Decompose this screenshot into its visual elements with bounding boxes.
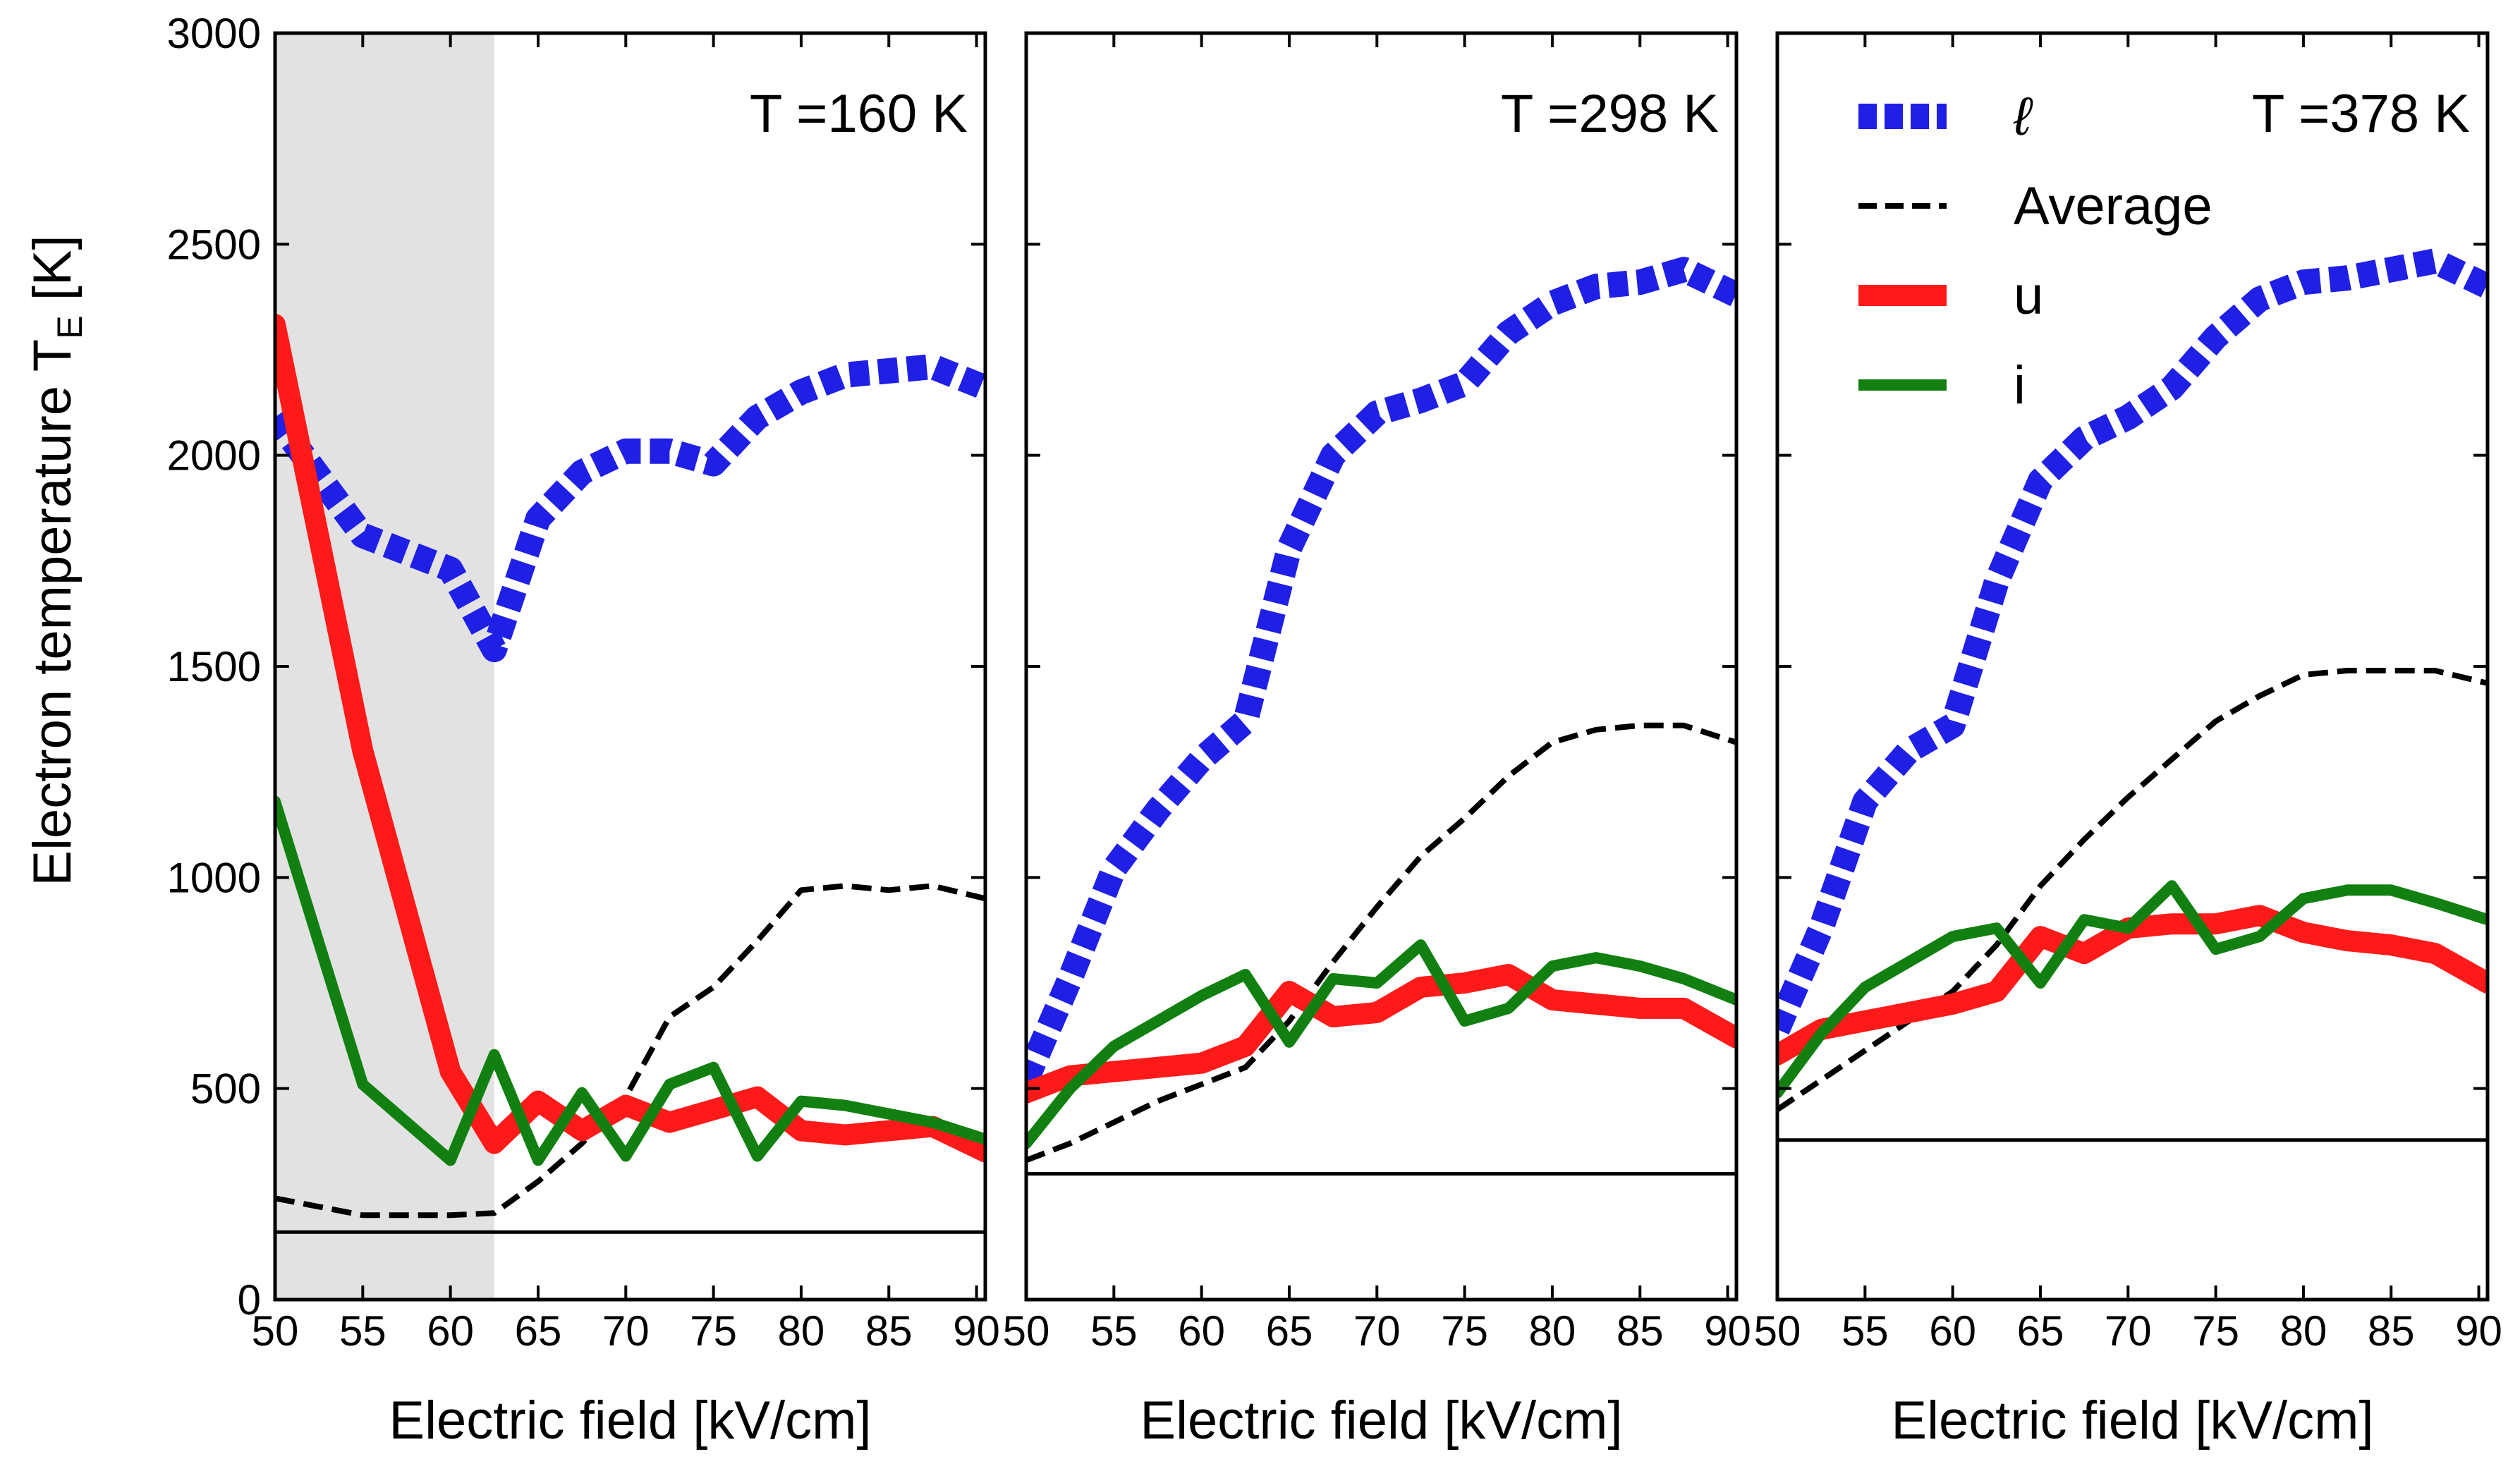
series-line-u — [275, 314, 985, 1163]
y-axis-label: Electron temperature TE [K] — [23, 235, 90, 886]
x-tick-label: 65 — [515, 1307, 562, 1355]
x-tick-label: 55 — [1090, 1307, 1138, 1355]
x-tick-label: 85 — [1617, 1307, 1664, 1355]
legend-label-l: ℓ — [2013, 87, 2033, 147]
x-tick-label: 60 — [1178, 1307, 1225, 1355]
x-tick-label: 70 — [602, 1307, 650, 1355]
x-tick-label: 50 — [252, 1307, 299, 1355]
x-tick-label: 65 — [1266, 1307, 1313, 1355]
series-line-i — [1777, 880, 2488, 1099]
x-tick-label: 90 — [1704, 1307, 1751, 1355]
x-tick-label: 55 — [339, 1307, 386, 1355]
x-tick-label: 75 — [1441, 1307, 1488, 1355]
y-tick-label: 0 — [238, 1276, 261, 1324]
x-tick-label: 90 — [953, 1307, 1000, 1355]
legend-entry-u: u — [1858, 266, 2043, 326]
legend-entry-average: Average — [1858, 176, 2212, 236]
x-tick-label: 50 — [1754, 1307, 1801, 1355]
x-tick-label: 60 — [1929, 1307, 1976, 1355]
legend-label-i: i — [2014, 355, 2026, 415]
x-tick-label: 80 — [778, 1307, 825, 1355]
x-tick-label: 65 — [2017, 1307, 2064, 1355]
plot-area — [275, 33, 985, 1300]
x-tick-label: 70 — [2105, 1307, 2152, 1355]
x-tick-label: 50 — [1003, 1307, 1050, 1355]
y-axis-label-subscript: E — [50, 315, 90, 338]
panel-title: T =298 K — [1501, 84, 1719, 144]
series-line-average — [1777, 668, 2488, 1112]
panels-group: 50 55 60 65 70 75 80 85 90 0 500 1000 1500 2000 2500 30… — [167, 10, 2502, 1450]
legend-label-u: u — [2014, 266, 2043, 326]
y-tick-label: 2500 — [167, 221, 261, 268]
x-tick-label: 60 — [427, 1307, 474, 1355]
series-line-i — [1026, 939, 1736, 1149]
series-line-average — [275, 883, 985, 1219]
y-tick-label: 1500 — [167, 643, 261, 690]
series-line-u — [1026, 964, 1736, 1104]
series-line-l — [1777, 248, 2488, 1035]
x-tick-label: 85 — [865, 1307, 913, 1355]
x-tick-label: 90 — [2455, 1307, 2502, 1355]
x-axis-label: Electric field [kV/cm] — [1140, 1391, 1622, 1450]
x-tick-label: 80 — [1529, 1307, 1576, 1355]
panel-title: T =378 K — [2252, 84, 2470, 144]
legend-entry-i: i — [1858, 355, 2026, 415]
y-tick-label: 500 — [190, 1065, 261, 1113]
chart-panel-3: 50 55 60 65 70 75 80 85 90 T =378 K Electric field… — [1754, 31, 2502, 1450]
series-line-l — [275, 353, 985, 663]
chart-panel-1: 50 55 60 65 70 75 80 85 90 0 500 1000 1500 2000 2500 30… — [167, 10, 1000, 1450]
plot-area — [1777, 248, 2488, 1142]
panel-title: T =160 K — [750, 84, 968, 144]
series-line-i — [275, 795, 985, 1166]
x-tick-label: 80 — [2280, 1307, 2327, 1355]
x-tick-label: 75 — [690, 1307, 737, 1355]
y-tick-label: 3000 — [167, 10, 261, 57]
legend-label-average: Average — [2014, 176, 2212, 236]
x-axis-label: Electric field [kV/cm] — [1891, 1391, 2373, 1450]
chart-panel-2: 50 55 60 65 70 75 80 85 90 T =298 K Electric field… — [1003, 31, 1751, 1450]
y-axis-label-main: Electron temperature T — [23, 339, 83, 886]
y-tick-label: 1000 — [167, 854, 261, 901]
series-line-average — [1026, 722, 1736, 1164]
series-line-l — [1026, 257, 1736, 1085]
plot-area — [1026, 257, 1736, 1176]
x-axis-label: Electric field [kV/cm] — [389, 1391, 871, 1450]
x-tick-label: 55 — [1842, 1307, 1889, 1355]
y-tick-label: 2000 — [167, 432, 261, 480]
x-tick-label: 75 — [2192, 1307, 2239, 1355]
x-tick-label: 85 — [2368, 1307, 2415, 1355]
legend-entry-l: ℓ — [1858, 87, 2033, 147]
y-axis-label-unit: [K] — [23, 235, 83, 315]
x-tick-label: 70 — [1353, 1307, 1401, 1355]
legend: ℓ Average ui — [1858, 87, 2212, 415]
